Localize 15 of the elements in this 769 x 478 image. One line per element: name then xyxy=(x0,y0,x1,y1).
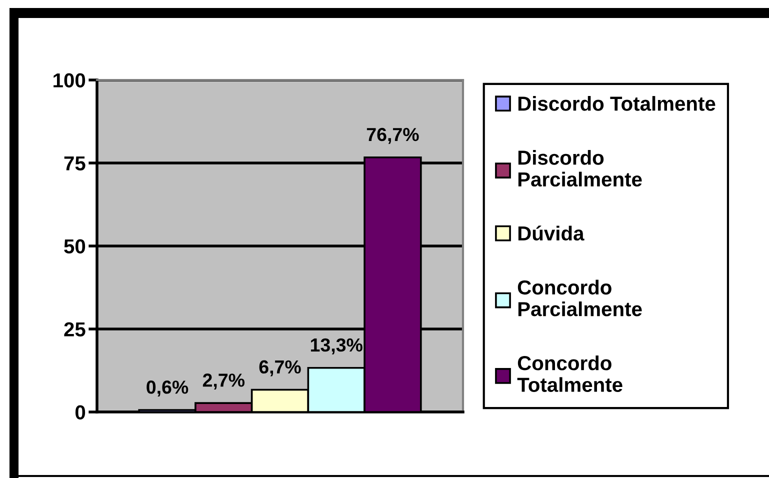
y-tick-label: 0 xyxy=(75,405,86,420)
data-label: 76,7% xyxy=(366,128,419,144)
y-tick-label: 100 xyxy=(54,73,86,88)
y-tick-label: 25 xyxy=(64,322,86,336)
legend-label: Concordo Parcialmente xyxy=(518,280,642,316)
data-label: 6,7% xyxy=(259,360,301,376)
legend-label: Concordo Totalmente xyxy=(517,355,622,392)
data-label: 13,3% xyxy=(310,338,362,354)
y-tick-label: 50 xyxy=(64,239,86,254)
data-label: 0,6% xyxy=(146,380,188,397)
legend-label: Discordo Totalmente xyxy=(518,96,716,111)
y-tick-label: 75 xyxy=(64,156,86,170)
legend-label: Dúvida xyxy=(518,226,584,241)
legend-label: Discordo Parcialmente xyxy=(518,150,642,187)
data-label: 2,7% xyxy=(202,374,245,390)
